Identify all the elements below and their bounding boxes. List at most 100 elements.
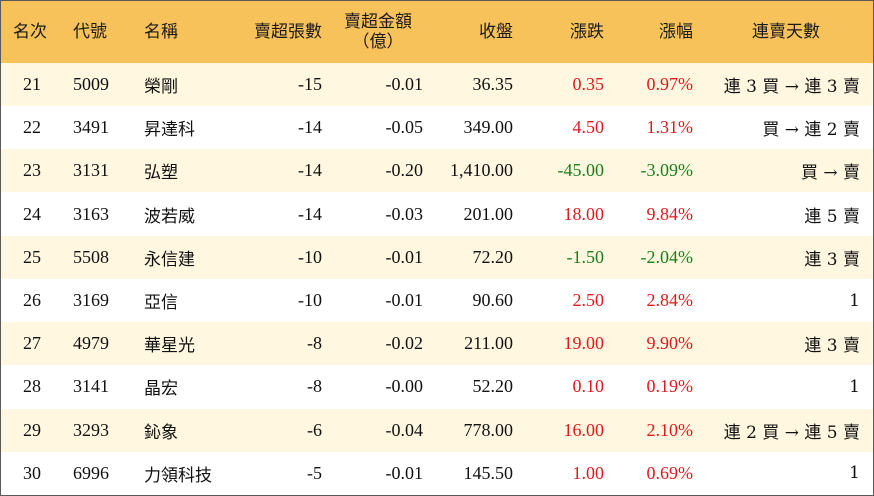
cell-lots: -8 [307,333,322,354]
cell-streak: 1 [849,463,860,484]
cell-rank: 22 [23,117,41,138]
cell-lots: -14 [298,117,322,138]
cell-close: 349.00 [463,117,514,138]
table-row: 29 3293 鈊象 -6 -0.04 778.00 16.00 2.10% 連 2 買 → 連… [1,408,873,453]
cell-name: 榮剛 [144,77,178,97]
header-change: 漲跌 [570,22,604,42]
table-row: 23 3131 弘塑 -14 -0.20 1,410.00 -45.00 -3.09% 買 → … [1,149,873,194]
cell-code: 5508 [73,246,109,267]
cell-code: 3491 [73,117,109,138]
cell-name: 鈊象 [144,422,178,443]
header-net-sell-amount: 賣超金額 （億） [333,1,423,63]
cell-close: 1,410.00 [450,160,513,181]
cell-rank: 21 [23,74,41,94]
cell-rank: 24 [23,203,41,224]
cell-change-pct: 9.90% [646,333,694,354]
cell-streak: 連 3 賣 [804,249,860,270]
cell-amount: -0.02 [385,333,424,354]
cell-code: 3293 [73,419,109,440]
cell-lots: -15 [298,74,322,94]
cell-name: 波若威 [144,206,195,227]
cell-rank: 25 [23,246,41,267]
cell-streak: 1 [849,376,860,397]
cell-amount: -0.01 [385,290,424,310]
cell-close: 52.20 [472,376,514,397]
cell-change: 0.10 [572,376,605,397]
cell-change: -1.50 [566,246,605,267]
table-row: 21 5009 榮剛 -15 -0.01 36.35 0.35 0.97% 連 3 買 → 連 … [1,63,873,107]
cell-lots: -8 [307,376,322,397]
cell-change-pct: -2.04% [640,246,694,267]
table-row: 30 6996 力領科技 -5 -0.01 145.50 1.00 0.69% 1 [1,451,873,495]
header-code: 代號 [73,22,107,42]
table-row: 22 3491 昇達科 -14 -0.05 349.00 4.50 1.31% 買 → 連 2 … [1,106,873,151]
cell-name: 華星光 [144,336,195,357]
cell-close: 145.50 [463,462,514,483]
table-row: 24 3163 波若威 -14 -0.03 201.00 18.00 9.84% 連 5 賣 [1,192,873,237]
cell-amount: -0.01 [385,74,424,94]
cell-amount: -0.20 [385,160,424,181]
cell-code: 3169 [73,290,109,310]
cell-change: 16.00 [563,419,605,440]
cell-amount: -0.03 [385,203,424,224]
cell-change: 0.35 [572,74,605,94]
cell-streak: 連 3 賣 [804,336,860,357]
cell-streak: 連 5 賣 [804,206,860,227]
cell-change-pct: 2.10% [646,419,694,440]
cell-amount: -0.01 [385,462,424,483]
cell-close: 211.00 [464,333,513,354]
cell-name: 昇達科 [144,120,195,141]
cell-streak: 連 3 買 → 連 3 賣 [723,77,860,97]
cell-change-pct: 0.97% [646,74,694,94]
header-net-sell-lots: 賣超張數 [254,22,322,42]
table-row: 27 4979 華星光 -8 -0.02 211.00 19.00 9.90% 連 3 賣 [1,322,873,367]
cell-lots: -14 [298,203,322,224]
header-name: 名稱 [144,22,178,42]
cell-amount: -0.04 [385,419,424,440]
cell-streak: 買 → 連 2 賣 [762,120,860,141]
cell-change-pct: 2.84% [646,290,694,310]
cell-lots: -14 [298,160,322,181]
cell-lots: -6 [307,419,322,440]
cell-change-pct: 1.31% [646,117,694,138]
cell-name: 弘塑 [144,163,178,184]
cell-code: 5009 [73,74,109,94]
cell-lots: -10 [298,246,322,267]
cell-change-pct: 0.69% [646,462,694,483]
cell-rank: 27 [23,333,41,354]
cell-change: 1.00 [572,462,605,483]
cell-rank: 28 [23,376,41,397]
cell-close: 72.20 [472,246,514,267]
cell-name: 亞信 [144,293,178,313]
cell-change: 18.00 [563,203,605,224]
cell-change: 2.50 [572,290,605,310]
cell-code: 6996 [73,462,109,483]
cell-amount: -0.01 [385,246,424,267]
cell-lots: -10 [298,290,322,310]
cell-change-pct: 9.84% [646,203,694,224]
cell-amount: -0.00 [385,376,424,397]
table-header: 名次 代號 名稱 賣超張數 賣超金額 （億） 收盤 漲跌 漲幅 連賣天數 [1,1,873,63]
cell-streak: 連 2 買 → 連 5 賣 [723,422,860,443]
cell-rank: 23 [23,160,41,181]
cell-name: 晶宏 [144,379,178,400]
cell-change: 19.00 [563,333,605,354]
cell-change: -45.00 [557,160,605,181]
cell-code: 3163 [73,203,109,224]
cell-close: 90.60 [472,290,514,310]
cell-streak: 買 → 賣 [800,163,860,184]
cell-close: 36.35 [472,74,514,94]
header-net-sell-amount-unit: （億） [352,32,404,52]
header-streak: 連賣天數 [752,22,820,42]
cell-name: 力領科技 [144,465,212,486]
cell-close: 778.00 [463,419,514,440]
cell-amount: -0.05 [385,117,424,138]
cell-streak: 1 [849,290,860,311]
cell-rank: 30 [23,462,41,483]
cell-lots: -5 [307,462,322,483]
cell-rank: 29 [23,419,41,440]
header-net-sell-amount-label: 賣超金額 [344,12,412,32]
cell-rank: 26 [23,290,41,310]
cell-change: 4.50 [572,117,605,138]
